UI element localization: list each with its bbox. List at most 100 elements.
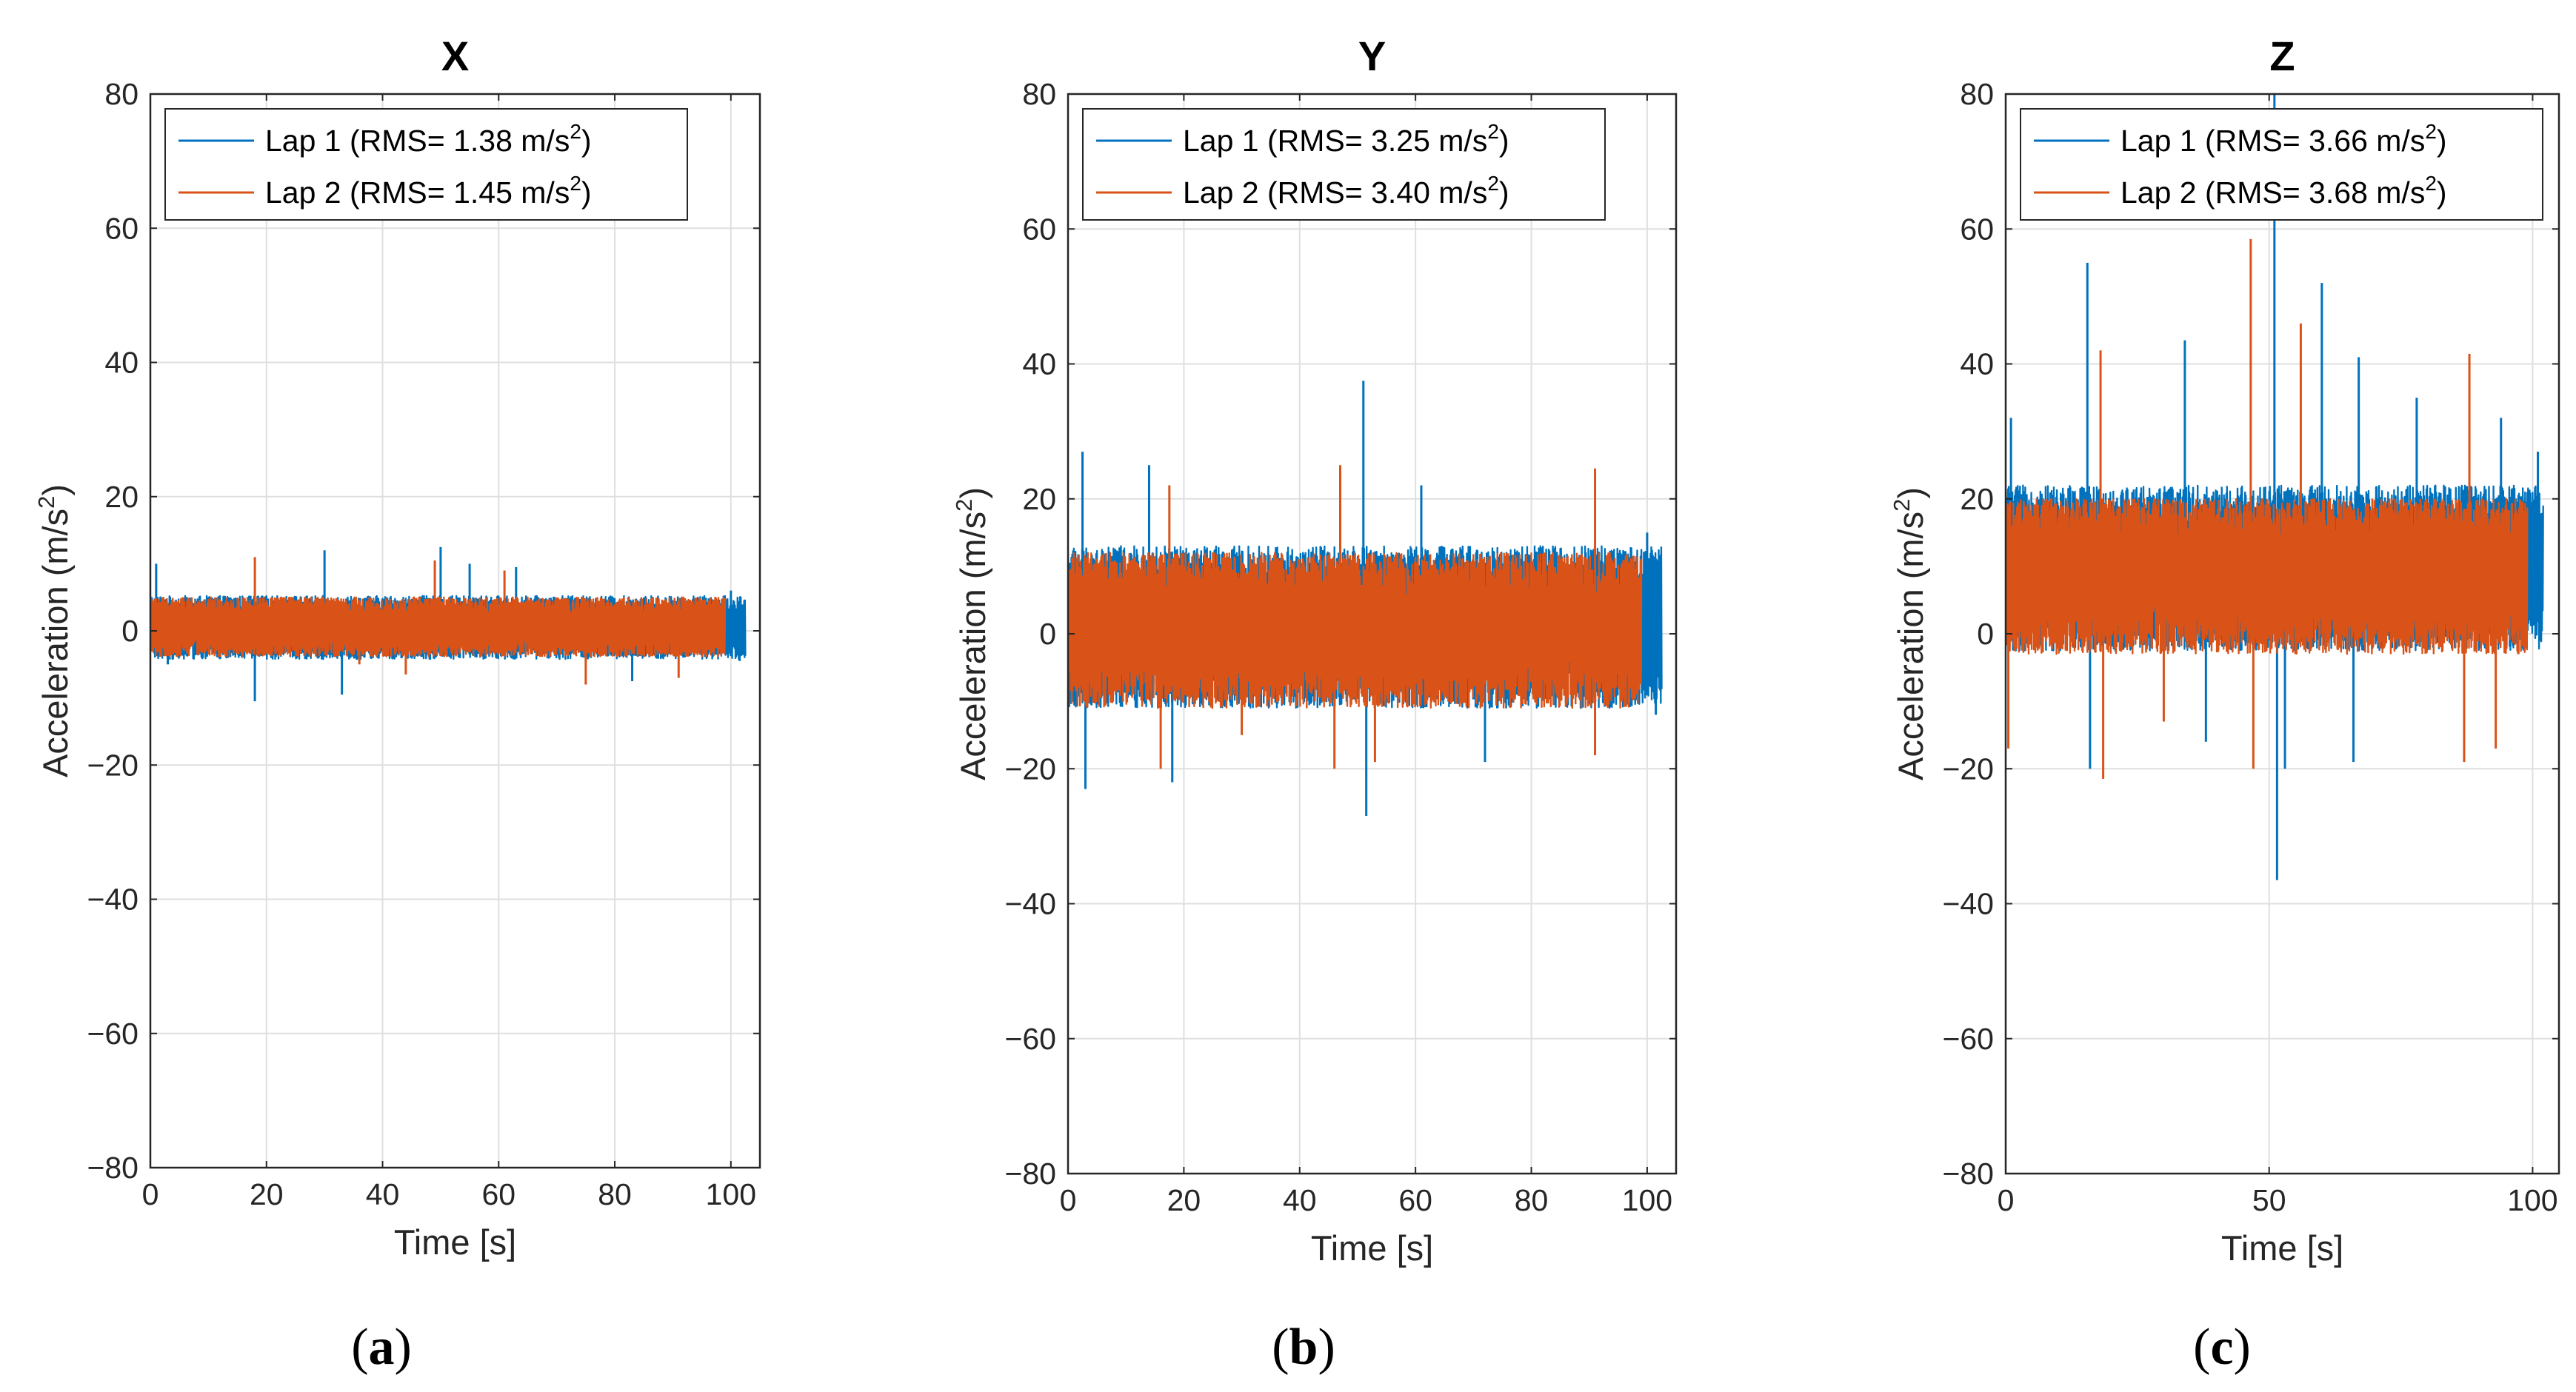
y-tick-label: 20 xyxy=(104,480,139,514)
legend-label-sup: 2 xyxy=(1487,172,1499,195)
series-line-2 xyxy=(150,596,727,657)
legend-label-sup: 2 xyxy=(570,172,581,195)
legend-label-base: Lap 1 (RMS= 3.25 m/s xyxy=(1183,124,1487,158)
x-tick-label: 40 xyxy=(366,1177,400,1211)
y-tick-label: −80 xyxy=(87,1151,139,1185)
caption-open: ( xyxy=(1272,1319,1289,1376)
x-tick-label: 100 xyxy=(2507,1183,2557,1217)
y-tick-label: −20 xyxy=(87,748,139,782)
y-tick-label: −60 xyxy=(87,1017,139,1051)
chart-panel-b: 0 20 40 60 80 100 −80 −60 −40 −20 0 20 40 60 80 Y Time [… xyxy=(951,33,1678,1376)
y-axis-label-base: Acceleration (m/s xyxy=(1891,512,1930,780)
legend-box xyxy=(2020,108,2543,221)
y-tick-label: 80 xyxy=(1022,77,1056,111)
legend-label-end: ) xyxy=(2437,124,2447,158)
x-tick-label: 80 xyxy=(1515,1183,1549,1217)
legend-label-end: ) xyxy=(581,124,592,158)
legend-label-sup: 2 xyxy=(1487,120,1499,143)
legend-label-end: ) xyxy=(2437,175,2447,210)
panel-title: X xyxy=(441,33,469,79)
traces xyxy=(2006,94,2544,880)
y-axis-label-sup: 2 xyxy=(951,499,977,512)
caption-close: ) xyxy=(2234,1319,2251,1376)
legend-label-base: Lap 1 (RMS= 1.38 m/s xyxy=(265,124,570,158)
y-axis-label-sup: 2 xyxy=(33,496,59,509)
x-tick-label: 60 xyxy=(481,1177,515,1211)
legend-label-end: ) xyxy=(581,175,592,210)
y-axis-label-base: Acceleration (m/s xyxy=(953,512,992,780)
y-tick-label: −80 xyxy=(1004,1157,1056,1191)
legend: Lap 1 (RMS= 3.66 m/s2)Lap 2 (RMS= 3.68 m… xyxy=(2020,108,2543,221)
y-tick-label: −20 xyxy=(1004,752,1056,786)
caption-letter: c xyxy=(2210,1319,2233,1376)
legend-box xyxy=(1082,108,1606,221)
y-tick-label: −60 xyxy=(1942,1022,1994,1056)
x-tick-label: 20 xyxy=(250,1177,284,1211)
x-tick-label: 50 xyxy=(2252,1183,2286,1217)
x-tick-label: 100 xyxy=(706,1177,756,1211)
legend-label-sup: 2 xyxy=(570,120,581,143)
y-axis-label: Acceleration (m/s2) xyxy=(33,484,75,777)
y-tick-label: 60 xyxy=(1960,212,1994,246)
x-axis-label: Time [s] xyxy=(2221,1228,2343,1268)
x-tick-label: 0 xyxy=(1060,1183,1077,1217)
legend-label-lap2: Lap 2 (RMS= 3.40 m/s2) xyxy=(1183,172,1509,210)
y-tick-label: 0 xyxy=(1039,617,1056,651)
y-axis-label: Acceleration (m/s2) xyxy=(951,487,992,780)
caption-open: ( xyxy=(2193,1319,2210,1376)
legend-box xyxy=(164,108,688,221)
x-tick-label: 0 xyxy=(142,1177,159,1211)
y-tick-label: 40 xyxy=(104,346,139,380)
y-tick-label: 40 xyxy=(1022,347,1056,381)
x-axis-label: Time [s] xyxy=(1311,1228,1433,1268)
legend-label-lap2: Lap 2 (RMS= 1.45 m/s2) xyxy=(265,172,592,210)
y-axis-label-end: ) xyxy=(953,487,992,499)
y-axis-label-end: ) xyxy=(1891,487,1930,499)
x-tick-label: 0 xyxy=(1998,1183,2015,1217)
y-axis-label-base: Acceleration (m/s xyxy=(36,509,75,777)
traces xyxy=(1068,381,1663,817)
x-tick-label: 100 xyxy=(1622,1183,1672,1217)
chart-panel-a: 0 20 40 60 80 100 −80 −60 −40 −20 0 20 40 60 80 X Time [… xyxy=(33,33,761,1376)
legend-label-lap1: Lap 1 (RMS= 3.66 m/s2) xyxy=(2120,120,2447,158)
y-tick-label: 40 xyxy=(1960,347,1994,381)
panel-title: Y xyxy=(1358,33,1386,79)
x-tick-label: 20 xyxy=(1167,1183,1201,1217)
legend-label-base: Lap 2 (RMS= 3.40 m/s xyxy=(1183,175,1487,210)
y-tick-label: −40 xyxy=(87,883,139,917)
legend-label-base: Lap 2 (RMS= 1.45 m/s xyxy=(265,175,570,210)
y-tick-label: −60 xyxy=(1004,1022,1056,1056)
y-tick-label: 60 xyxy=(1022,212,1056,246)
y-axis-label-end: ) xyxy=(36,484,75,496)
x-tick-label: 40 xyxy=(1283,1183,1317,1217)
y-axis-label-sup: 2 xyxy=(1889,499,1915,512)
legend-label-end: ) xyxy=(1499,175,1509,210)
legend-label-base: Lap 1 (RMS= 3.66 m/s xyxy=(2120,124,2425,158)
legend: Lap 1 (RMS= 3.25 m/s2)Lap 2 (RMS= 3.40 m… xyxy=(1082,108,1606,221)
caption-open: ( xyxy=(351,1319,368,1376)
y-tick-label: 20 xyxy=(1960,482,1994,516)
y-tick-label: 0 xyxy=(121,614,139,648)
caption-close: ) xyxy=(1318,1319,1335,1376)
legend-label-lap2: Lap 2 (RMS= 3.68 m/s2) xyxy=(2120,172,2447,210)
y-tick-label: −40 xyxy=(1942,887,1994,921)
y-tick-label: −20 xyxy=(1942,752,1994,786)
y-tick-label: 20 xyxy=(1022,482,1056,516)
series-line-2 xyxy=(2006,498,2529,655)
chart-panel-c: 0 50 100 −80 −60 −40 −20 0 20 40 60 80 Z Time [s] Acce… xyxy=(1889,33,2560,1376)
legend-label-lap1: Lap 1 (RMS= 1.38 m/s2) xyxy=(265,120,592,158)
panel-title: Z xyxy=(2269,33,2295,79)
legend-label-sup: 2 xyxy=(2425,120,2437,143)
caption-close: ) xyxy=(395,1319,412,1376)
panel-caption: (c) xyxy=(2193,1319,2251,1376)
series-line-2 xyxy=(1068,552,1643,709)
y-tick-label: 80 xyxy=(1960,77,1994,111)
panel-caption: (a) xyxy=(351,1319,412,1376)
legend-label-lap1: Lap 1 (RMS= 3.25 m/s2) xyxy=(1183,120,1509,158)
y-tick-label: 0 xyxy=(1977,617,1994,651)
legend-label-end: ) xyxy=(1499,124,1509,158)
x-axis-label: Time [s] xyxy=(394,1222,516,1262)
y-tick-label: 60 xyxy=(104,211,139,245)
y-tick-label: −80 xyxy=(1942,1157,1994,1191)
